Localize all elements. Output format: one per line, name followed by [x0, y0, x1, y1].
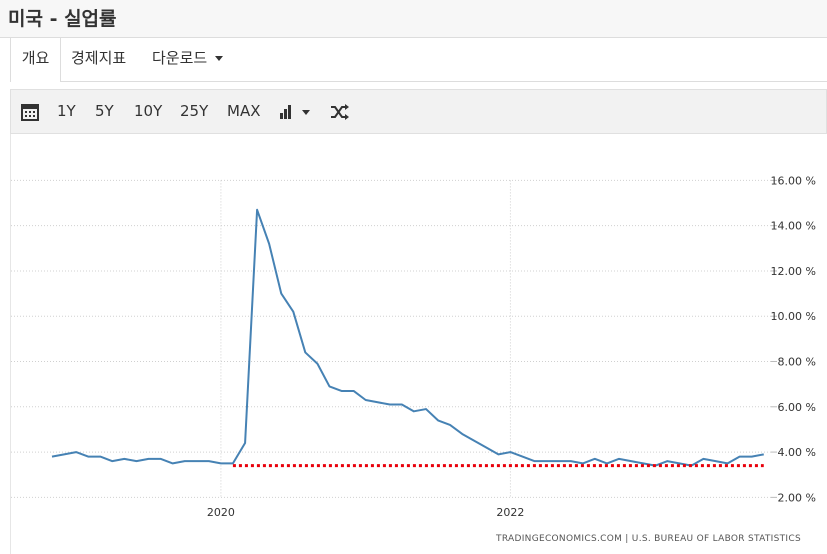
tab[interactable]: 경제지표: [71, 49, 127, 67]
x-tick-label: 2022: [496, 506, 524, 519]
dropdown-caret: [215, 56, 224, 61]
range-button[interactable]: MAX: [227, 102, 261, 120]
range-button[interactable]: 25Y: [180, 102, 209, 120]
range-button[interactable]: 5Y: [95, 102, 114, 120]
y-tick-label: 6.00 %: [778, 401, 816, 414]
y-tick-label: 2.00 %: [778, 491, 816, 504]
calendar-icon[interactable]: [21, 103, 39, 121]
y-tick-label: 10.00 %: [771, 310, 816, 323]
tab-bar: 개요 경제지표 다운로드: [10, 38, 827, 82]
range-button[interactable]: 1Y: [57, 102, 76, 120]
y-tick-label: 4.00 %: [778, 446, 816, 459]
toolbar: 1Y 5Y 10Y 25Y MAX: [10, 89, 827, 134]
chart: TRADINGECONOMICS.COM | U.S. BUREAU OF LA…: [11, 174, 816, 544]
tab[interactable]: 개요: [10, 38, 61, 82]
chart-container: TRADINGECONOMICS.COM | U.S. BUREAU OF LA…: [10, 134, 827, 554]
data-line: [51, 208, 764, 467]
page-title: 미국 - 실업률: [8, 8, 117, 30]
title-bar: 미국 - 실업률: [0, 0, 827, 38]
y-tick-label: 14.00 %: [771, 220, 816, 233]
tab[interactable]: 다운로드: [152, 38, 224, 81]
x-tick-label: 2020: [207, 506, 235, 519]
y-tick-label: 12.00 %: [771, 265, 816, 278]
tab-label: 다운로드: [152, 49, 208, 67]
range-button[interactable]: 10Y: [134, 102, 163, 120]
y-tick-label: 16.00 %: [771, 174, 816, 187]
y-tick-label: 8.00 %: [778, 356, 816, 369]
chart-type-button[interactable]: [279, 103, 315, 121]
source-note: TRADINGECONOMICS.COM | U.S. BUREAU OF LA…: [495, 534, 801, 544]
shuffle-icon[interactable]: [330, 103, 350, 121]
